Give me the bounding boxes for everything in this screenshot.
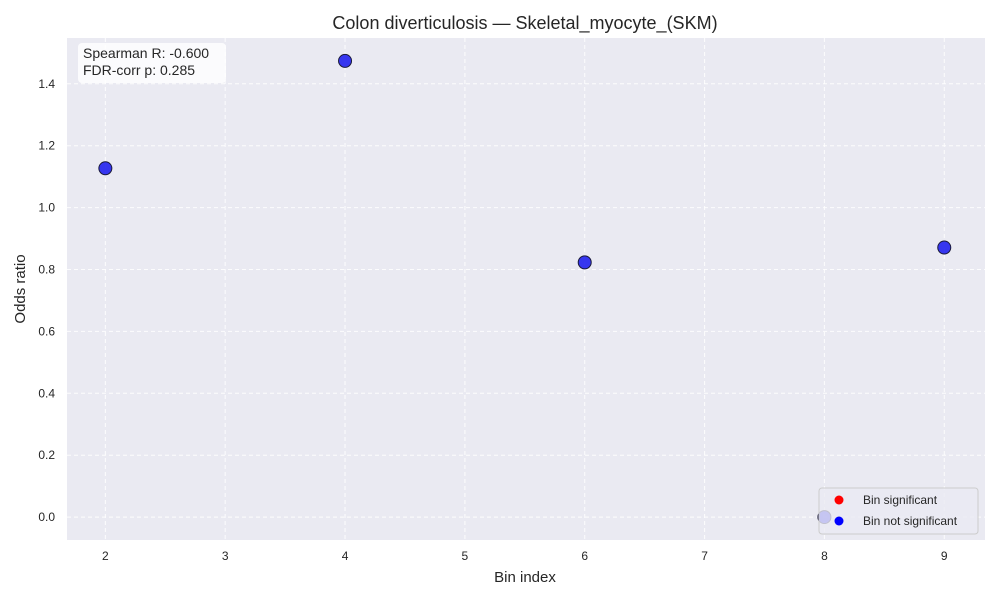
x-tick-label: 7 [701,549,708,563]
x-tick-label: 8 [821,549,828,563]
x-tick-label: 2 [102,549,109,563]
plot-area [67,38,985,540]
annotation-box [78,43,226,83]
legend-label-significant: Bin significant [863,493,938,507]
data-point [937,240,952,255]
legend: Bin significant Bin not significant [818,487,979,535]
y-tick-label: 0.6 [38,324,55,338]
gridlines [67,38,985,540]
y-tick-label: 0.4 [38,386,55,400]
stats-annotation: Spearman R: -0.600 FDR-corr p: 0.285 [78,43,226,83]
x-tick-label: 4 [342,549,349,563]
y-tick-label: 0.0 [38,510,55,524]
y-tick-labels: 0.0 0.2 0.4 0.6 0.8 1.0 1.2 1.4 [38,77,55,524]
legend-marker-not-significant [834,516,844,526]
x-tick-label: 9 [941,549,948,563]
y-tick-label: 1.2 [38,139,55,153]
legend-label-not-significant: Bin not significant [863,514,958,528]
x-tick-label: 5 [462,549,469,563]
data-point [98,161,113,176]
x-tick-label: 3 [222,549,229,563]
y-axis-label: Odds ratio [12,254,29,323]
data-point [577,255,592,270]
x-tick-labels: 2 3 4 5 6 7 8 9 [102,549,948,563]
y-tick-label: 1.4 [38,77,55,91]
x-tick-label: 6 [581,549,588,563]
legend-box [818,487,979,535]
fdr-text: FDR-corr p: 0.285 [83,62,195,78]
x-axis-label: Bin index [494,569,556,586]
chart-title: Colon diverticulosis — Skeletal_myocyte_… [332,13,717,34]
legend-marker-significant [834,495,844,505]
data-point [338,53,353,68]
y-tick-label: 1.0 [38,201,55,215]
y-tick-label: 0.2 [38,448,55,462]
y-tick-label: 0.8 [38,263,55,277]
spearman-text: Spearman R: -0.600 [83,45,209,61]
